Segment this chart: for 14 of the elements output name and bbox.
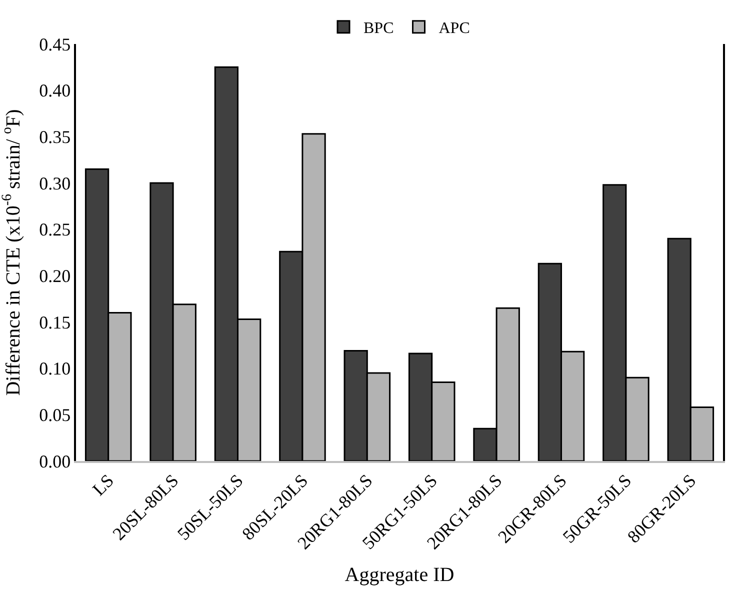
x-axis-title: Aggregate ID [344,564,454,586]
legend-label: BPC [364,20,394,38]
y-tick-label: 0.30 [39,173,71,194]
y-tick-label: 0.20 [39,266,71,286]
legend-label: APC [438,20,470,38]
y-tick-label: 0.35 [39,126,71,147]
y-tick-label: 0.00 [39,451,71,472]
y-tick-label: 0.05 [39,404,71,425]
y-tick-label: 0.15 [39,312,71,332]
y-tick-label: 0.25 [39,220,71,240]
y-tick-label: 0.40 [39,80,71,101]
x-tick-label: LS [88,470,118,500]
y-tick-label: 0.45 [39,34,71,54]
y-tick-label: 0.10 [39,358,71,379]
